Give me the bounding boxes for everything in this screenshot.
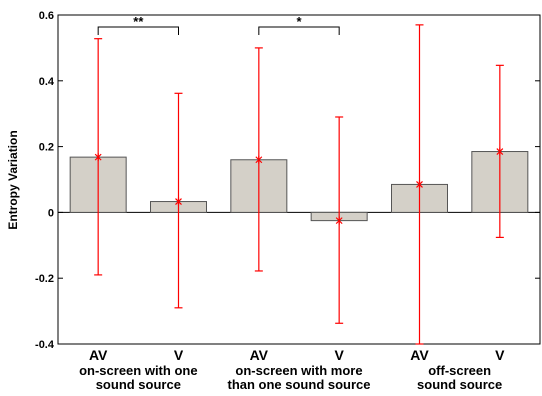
plot-area: -0.4-0.200.20.40.6 ** *AV V AV V AV Von-screen … xyxy=(35,10,541,392)
group-label: than one sound source xyxy=(227,377,370,392)
group-label: sound source xyxy=(96,377,181,392)
mean-marker xyxy=(416,180,423,189)
x-category-label: AV xyxy=(410,347,429,363)
y-tick-label: -0.2 xyxy=(35,273,54,285)
x-category-label: AV xyxy=(250,347,269,363)
y-tick-label: 0.4 xyxy=(39,76,55,88)
mean-marker xyxy=(94,153,102,162)
mean-marker xyxy=(496,147,504,156)
mean-marker xyxy=(255,155,263,164)
x-category-label: V xyxy=(174,347,184,363)
significance-bracket xyxy=(258,26,340,35)
group-label: off-screen xyxy=(428,363,491,378)
y-tick-label: -0.4 xyxy=(35,339,55,351)
y-axis-label: Entropy Variation xyxy=(6,130,20,229)
group-label: sound source xyxy=(417,377,502,392)
significance-label: ** xyxy=(133,14,144,29)
y-tick-label: 0.2 xyxy=(39,142,54,154)
significance-bracket xyxy=(97,26,179,35)
plot-frame xyxy=(57,14,541,345)
x-category-label: AV xyxy=(89,347,108,363)
significance-label: * xyxy=(296,14,302,29)
y-tick-label: 0.6 xyxy=(39,10,54,22)
mean-marker xyxy=(175,197,182,206)
group-label: on-screen with more xyxy=(235,363,362,378)
mean-marker xyxy=(335,216,343,225)
group-label: on-screen with one xyxy=(79,363,197,378)
x-category-label: V xyxy=(495,347,505,363)
y-tick-label: 0 xyxy=(48,207,54,219)
x-category-label: V xyxy=(334,347,344,363)
